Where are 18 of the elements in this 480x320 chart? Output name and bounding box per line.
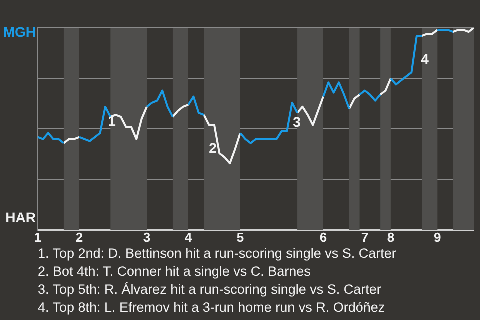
annotation: 3 [293, 114, 302, 130]
x-tick-label: 6 [320, 230, 328, 245]
x-tick-label: 1 [34, 230, 42, 245]
text: 2. Bot 4th: T. Conner hit a single vs C. Barnes [38, 263, 312, 281]
x-tick-label: 4 [184, 230, 193, 245]
text: MGH [3, 24, 36, 40]
x-tick-label: 9 [434, 230, 442, 245]
text: 4. Top 8th: L. Efremov hit a 3-run home run vs R. Ordóñez [38, 299, 386, 317]
x-tick-label: 2 [76, 230, 84, 245]
x-tick-label: 5 [236, 230, 244, 245]
text: 1. Top 2nd: D. Bettinson hit a run-scoring single vs S. Carter [38, 245, 396, 263]
annotation: 4 [421, 50, 430, 67]
x-tick-label: 7 [361, 230, 369, 245]
text: HAR [6, 209, 36, 226]
x-tick-label: 3 [143, 230, 151, 245]
text: 3. Top 5th: R. Álvarez hit a run-scoring single vs S. Carter [38, 281, 382, 299]
x-tick-label: 8 [387, 230, 395, 245]
annotation: 2 [209, 140, 218, 156]
